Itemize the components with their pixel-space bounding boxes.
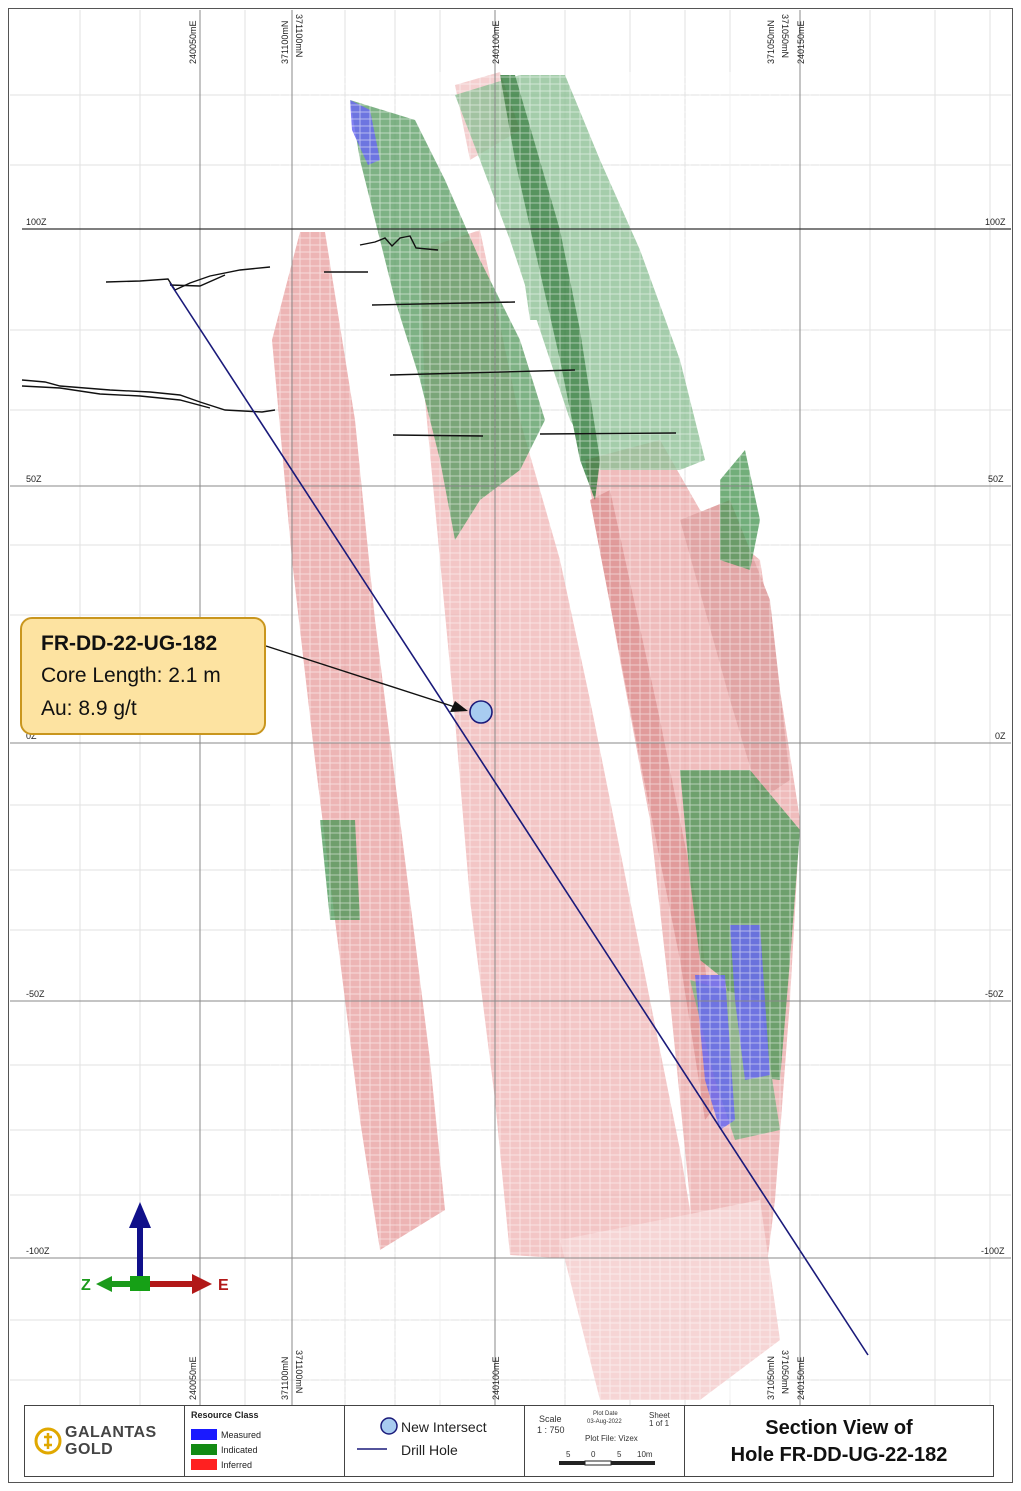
major-grid: [10, 10, 1011, 1405]
elev-left-0: 0Z: [26, 731, 37, 741]
plot-info-cell: Scale 1 : 750 Plot Date 03-Aug-2022 Shee…: [525, 1406, 685, 1476]
workings: [21, 235, 677, 437]
label-inferred: Inferred: [221, 1460, 253, 1470]
swatch-measured: [191, 1429, 217, 1440]
top-northing-left-rev: 371100mN: [294, 14, 304, 57]
scalebar-tick-3: 5: [617, 1450, 622, 1459]
top-easting-right: 240150mE: [796, 20, 806, 64]
callout-arrowhead: [450, 701, 468, 712]
label-measured: Measured: [221, 1430, 262, 1440]
scalebar-tick-4: 10m: [637, 1450, 653, 1459]
e-axis-label: E: [218, 1277, 229, 1294]
title-block: GALANTAS GOLD Resource Class Measured In…: [24, 1405, 994, 1477]
callout-core-length: Core Length: 2.1 m: [41, 664, 221, 687]
scalebar-tick-1: 5: [566, 1450, 571, 1459]
top-northing-right: 371050mN: [766, 20, 776, 64]
company-line-2: GOLD: [65, 1441, 114, 1458]
elev-left-m50: -50Z: [26, 989, 45, 999]
working-level-2: [21, 379, 276, 413]
elev-right-50: 50Z: [988, 474, 1004, 484]
elev-right-100: 100Z: [985, 217, 1006, 227]
bottom-easting-mid: 240100mE: [491, 1356, 501, 1400]
company-logo-cell: GALANTAS GOLD: [25, 1406, 185, 1476]
elev-left-m100: -100Z: [26, 1246, 50, 1256]
sheet-value: 1 of 1: [649, 1419, 670, 1428]
drill-hole-symbol-icon: [357, 1448, 387, 1450]
bottom-coordinate-labels: 240050mE 371100mN 371100mN 240100mE 3710…: [188, 1350, 806, 1400]
elev-right-0: 0Z: [995, 731, 1006, 741]
swatch-indicated: [191, 1444, 217, 1455]
elev-right-m50: -50Z: [985, 989, 1004, 999]
bottom-northing-right: 371050mN: [766, 1356, 776, 1400]
title-line-2: Hole FR-DD-UG-22-182: [730, 1444, 948, 1466]
scale-bar-icon: [559, 1460, 655, 1466]
plot-date-value: 03-Aug-2022: [587, 1419, 622, 1425]
top-easting-left: 240050mE: [188, 20, 198, 64]
company-line-1: GALANTAS: [65, 1424, 157, 1441]
callout-leader: [265, 645, 459, 709]
top-coordinate-labels: 240050mE 371100mN 371100mN 240100mE 3710…: [188, 14, 806, 64]
elevation-labels: 100Z 100Z 50Z 50Z 0Z 0Z -50Z -50Z -100Z …: [26, 217, 1006, 1256]
swatch-inferred: [191, 1459, 217, 1470]
elev-left-100: 100Z: [26, 217, 47, 227]
label-drill-hole: Drill Hole: [401, 1442, 458, 1458]
bottom-easting-right: 240150mE: [796, 1356, 806, 1400]
top-northing-left: 371100mN: [280, 21, 290, 64]
scale-label: Scale: [539, 1414, 562, 1424]
working-top: [359, 235, 439, 251]
working-level-2b: [21, 385, 211, 409]
callout-grade: Au: 8.9 g/t: [41, 697, 137, 720]
title-line-1: Section View of: [765, 1417, 913, 1439]
east-arrow-icon: [192, 1274, 212, 1294]
elev-right-m100: -100Z: [981, 1246, 1005, 1256]
sheet-label: Sheet: [649, 1411, 670, 1420]
plot-file: Plot File: Vizex: [585, 1434, 638, 1443]
bottom-northing-left: 371100mN: [280, 1357, 290, 1400]
elev-left-50: 50Z: [26, 474, 42, 484]
orientation-gizmo: Z E: [81, 1202, 229, 1294]
label-new-intersect: New Intersect: [401, 1419, 487, 1435]
z-axis-label: Z: [81, 1277, 91, 1294]
new-intersect-marker: [469, 700, 493, 724]
intersect-callout: FR-DD-22-UG-182 Core Length: 2.1 m Au: 8…: [20, 617, 266, 735]
symbol-legend-cell: New Intersect Drill Hole: [345, 1406, 525, 1476]
plot-date-label: Plot Date: [593, 1411, 618, 1417]
section-canvas: 240050mE 371100mN 371100mN 240100mE 3710…: [10, 10, 1011, 1405]
galantas-logo-icon: [34, 1427, 62, 1455]
label-indicated: Indicated: [221, 1445, 258, 1455]
drill-hole-trace: [169, 282, 869, 1356]
company-name: GALANTAS GOLD: [65, 1424, 157, 1458]
block-texture: [270, 72, 820, 1400]
resource-class-title: Resource Class: [191, 1410, 259, 1420]
bottom-easting-left: 240050mE: [188, 1356, 198, 1400]
bottom-northing-right-rev: 371050mN: [780, 1350, 790, 1394]
resource-class-cell: Resource Class Measured Indicated Inferr…: [185, 1406, 345, 1476]
top-northing-right-rev: 371050mN: [780, 14, 790, 58]
callout-hole-id: FR-DD-22-UG-182: [41, 632, 218, 655]
bottom-northing-left-rev: 371100mN: [294, 1350, 304, 1393]
scalebar-tick-2: 0: [591, 1450, 596, 1459]
map-frame: [8, 8, 1013, 1483]
z-arrow-icon: [96, 1276, 112, 1292]
scale-value: 1 : 750: [537, 1425, 565, 1435]
title-cell: Section View of Hole FR-DD-UG-22-182: [685, 1406, 993, 1476]
working-level-1: [105, 266, 271, 291]
top-easting-mid: 240100mE: [491, 20, 501, 64]
working-level-1b: [169, 274, 226, 287]
intersect-symbol-icon: [380, 1417, 398, 1435]
up-arrow-icon: [129, 1202, 151, 1228]
